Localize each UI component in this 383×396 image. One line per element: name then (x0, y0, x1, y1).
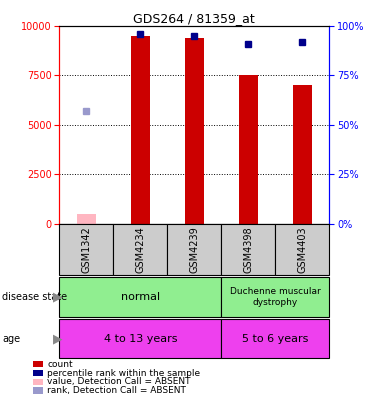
Text: GSM4234: GSM4234 (135, 226, 146, 273)
Bar (59, 224, 113, 275)
Bar (221, 319, 329, 358)
Bar (239, 75, 258, 224)
Text: count: count (47, 360, 73, 369)
Bar (221, 224, 275, 275)
Text: 5 to 6 years: 5 to 6 years (242, 333, 309, 344)
Text: GSM4239: GSM4239 (189, 226, 200, 273)
Text: disease state: disease state (2, 292, 67, 302)
Bar (293, 85, 312, 224)
Text: 4 to 13 years: 4 to 13 years (104, 333, 177, 344)
Text: GSM4403: GSM4403 (297, 226, 308, 273)
Text: value, Detection Call = ABSENT: value, Detection Call = ABSENT (47, 377, 191, 386)
Text: ▶: ▶ (52, 291, 62, 303)
Bar (77, 214, 96, 224)
Text: normal: normal (121, 292, 160, 302)
Bar (59, 277, 221, 317)
Bar (275, 224, 329, 275)
Text: Duchenne muscular
dystrophy: Duchenne muscular dystrophy (230, 287, 321, 307)
Bar (221, 277, 329, 317)
Title: GDS264 / 81359_at: GDS264 / 81359_at (134, 11, 255, 25)
Text: age: age (2, 333, 20, 344)
Text: percentile rank within the sample: percentile rank within the sample (47, 369, 200, 377)
Text: GSM4398: GSM4398 (243, 226, 254, 273)
Bar (113, 224, 167, 275)
Bar (131, 36, 150, 224)
Bar (185, 38, 204, 224)
Bar (59, 319, 221, 358)
Text: rank, Detection Call = ABSENT: rank, Detection Call = ABSENT (47, 386, 186, 395)
Text: ▶: ▶ (52, 332, 62, 345)
Bar (167, 224, 221, 275)
Text: GSM1342: GSM1342 (81, 226, 92, 273)
